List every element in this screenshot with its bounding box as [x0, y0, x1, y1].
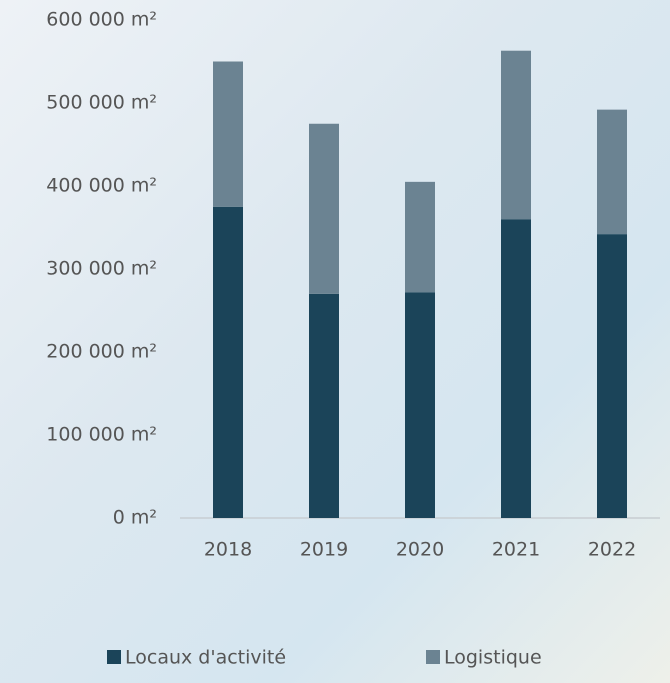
- x-tick-label: 2019: [300, 539, 348, 561]
- bar-segment: [309, 293, 339, 518]
- legend-swatch: [107, 650, 121, 664]
- bar-segment: [597, 109, 627, 235]
- bar-segment: [501, 50, 531, 220]
- x-tick-label: 2022: [588, 539, 636, 561]
- legend-swatch: [426, 650, 440, 664]
- bar-segment: [213, 206, 243, 518]
- bar-segment: [597, 234, 627, 518]
- x-tick-label: 2020: [396, 539, 444, 561]
- y-tick-label: 200 000 m²: [46, 341, 157, 363]
- y-tick-label: 300 000 m²: [46, 258, 157, 280]
- x-tick-label: 2018: [204, 539, 252, 561]
- bar-segment: [405, 181, 435, 293]
- legend-label: Locaux d'activité: [125, 647, 286, 669]
- y-tick-label: 400 000 m²: [46, 175, 157, 197]
- y-tick-label: 600 000 m²: [46, 9, 157, 31]
- bar-segment: [405, 292, 435, 518]
- y-tick-label: 500 000 m²: [46, 92, 157, 114]
- legend-label: Logistique: [444, 647, 542, 669]
- bar-segment: [501, 219, 531, 518]
- y-tick-label: 0 m²: [113, 507, 157, 529]
- x-tick-label: 2021: [492, 539, 540, 561]
- bar-segment: [213, 61, 243, 207]
- y-tick-label: 100 000 m²: [46, 424, 157, 446]
- bar-segment: [309, 123, 339, 294]
